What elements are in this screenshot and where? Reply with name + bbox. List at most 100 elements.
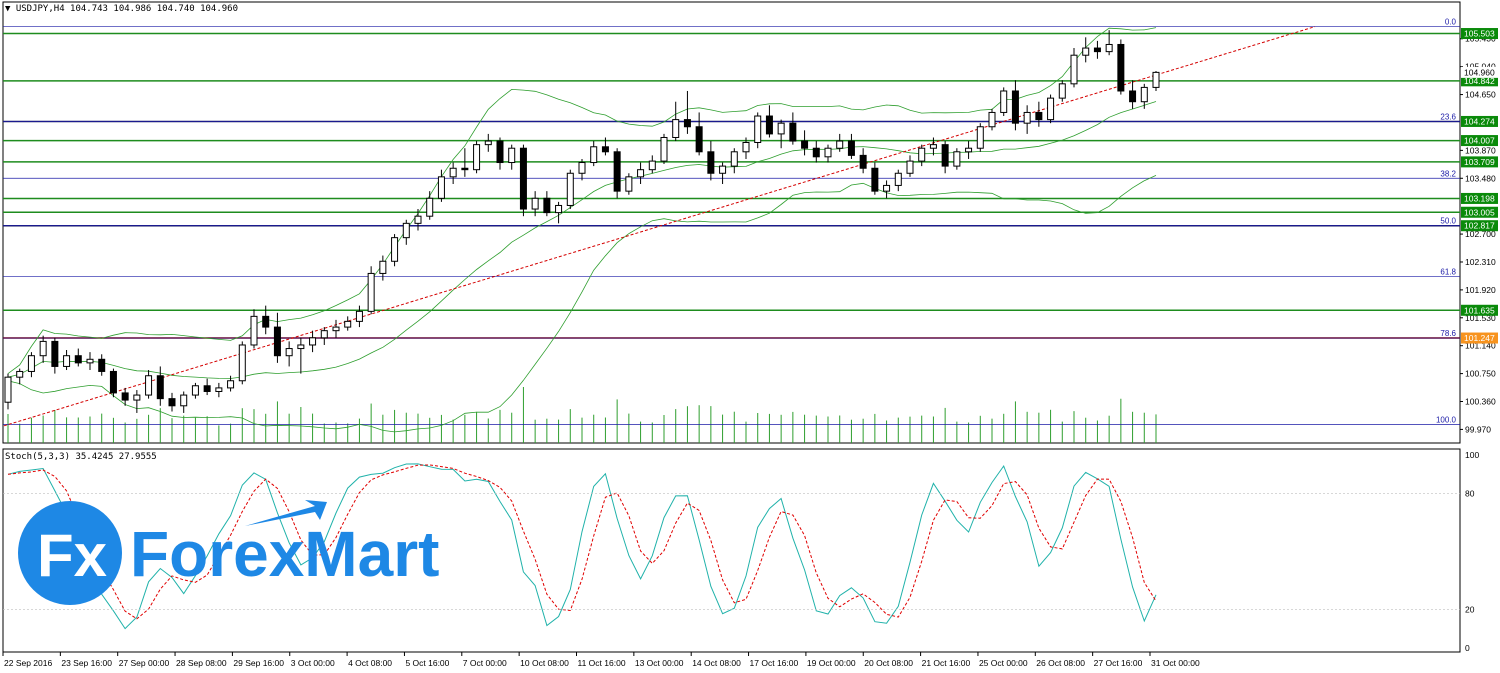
price-tick-label: 99.970 [1465, 424, 1491, 434]
time-label: 20 Oct 08:00 [864, 658, 913, 668]
candle-body [27, 355, 35, 372]
price-panel: 0.0 23.6 38.2 50.0 61.8 78.6 100.0 [2, 1, 1461, 444]
candle-body [402, 222, 410, 239]
candle-body [437, 176, 445, 199]
candle-body [273, 326, 281, 357]
candle-body [379, 260, 387, 274]
logo-badge: Fx [37, 522, 107, 589]
level-label-bg [1461, 156, 1498, 168]
candle-body [297, 344, 305, 350]
candle-body [262, 315, 270, 328]
candle-body [742, 141, 750, 153]
candle-body [1152, 71, 1160, 88]
candle-body [953, 151, 961, 167]
candle-body [637, 169, 645, 178]
time-label: 14 Oct 08:00 [692, 658, 741, 668]
candle-body [906, 160, 914, 174]
fib-label: 61.8 [1440, 267, 1456, 276]
candle-body [332, 326, 340, 332]
candle-body [180, 394, 188, 407]
level-label-bg [1461, 206, 1498, 218]
candle-body [660, 136, 668, 162]
candle-body [191, 385, 199, 396]
candle-body [227, 380, 235, 389]
candle-body [578, 162, 586, 174]
candle-body [508, 147, 516, 164]
candle-body [801, 140, 809, 149]
fib-label: 78.6 [1440, 329, 1456, 338]
candle-body [1105, 43, 1113, 53]
candle-body [168, 398, 176, 407]
candle-body [941, 144, 949, 167]
level-label-bg [1461, 75, 1498, 87]
dropdown-icon[interactable]: ▼ [5, 4, 11, 14]
candle-body [98, 358, 106, 372]
level-label: 103.005 [1464, 207, 1495, 217]
price-tick-label: 104.650 [1465, 90, 1496, 100]
time-label: 22 Sep 2016 [4, 658, 52, 668]
candle-body [1035, 111, 1043, 121]
candle-body [965, 147, 973, 153]
candle-body [976, 126, 984, 149]
time-label: 7 Oct 00:00 [463, 658, 507, 668]
candle-body [707, 151, 715, 174]
candle-body [203, 385, 211, 392]
logo-circle [18, 501, 122, 605]
candle-body [648, 160, 656, 171]
candle-body [1082, 47, 1090, 56]
level-label: 105.503 [1464, 29, 1495, 39]
candle-body [250, 315, 258, 346]
time-label: 26 Oct 08:00 [1036, 658, 1085, 668]
time-label: 11 Oct 16:00 [578, 658, 626, 668]
candle-body [1023, 111, 1031, 124]
price-tick-label: 102.700 [1465, 229, 1496, 239]
stoch-label: Stoch(5,3,3) 35.4245 27.9555 [5, 452, 157, 462]
candle-body [1117, 43, 1125, 92]
time-label: 27 Sep 00:00 [119, 658, 170, 668]
price-tick-label: 100.360 [1465, 397, 1496, 407]
bollinger-lower [7, 175, 1157, 433]
level-label: 102.817 [1464, 221, 1495, 231]
volume-bars [7, 387, 1157, 443]
candle-body [426, 197, 434, 217]
stoch-header: Stoch(5,3,3) 35.4245 27.9555 [5, 452, 157, 462]
ohlc-label: 104.743 104.986 104.740 104.960 [70, 4, 239, 14]
time-label: 28 Sep 08:00 [176, 658, 227, 668]
candle-body [285, 348, 293, 357]
candle-body [344, 320, 352, 328]
price-frame [2, 1, 1461, 444]
candle-body [871, 167, 879, 192]
time-label: 29 Sep 16:00 [233, 658, 284, 668]
candle-body [672, 119, 680, 138]
candle-body [449, 167, 457, 178]
candle-body [918, 147, 926, 162]
level-label-bg [1461, 115, 1498, 127]
candle-body [309, 337, 317, 346]
candle-body [109, 370, 117, 394]
bollinger-upper [7, 27, 1157, 374]
candle-body [63, 355, 71, 367]
time-label: 27 Oct 16:00 [1094, 658, 1143, 668]
level-label-bg [1461, 135, 1498, 147]
candle-body [847, 140, 855, 156]
candle-body [789, 122, 797, 142]
candle-body [1129, 90, 1137, 103]
stoch-frame [2, 448, 1461, 653]
candle-body [145, 375, 153, 396]
level-label-bg [1461, 192, 1498, 204]
time-label: 19 Oct 00:00 [807, 658, 856, 668]
level-label-bg [1461, 28, 1498, 40]
stoch-main-line [7, 463, 1157, 630]
candle-body [625, 176, 633, 192]
candle-body [473, 144, 481, 171]
candle-body [51, 340, 59, 367]
forexmart-logo: Fx ForexMart [18, 500, 439, 605]
time-label: 5 Oct 16:00 [405, 658, 449, 668]
candle-body [1093, 47, 1101, 53]
price-axis: 105.430105.040104.650103.870103.480102.7… [1460, 28, 1498, 434]
time-label: 21 Oct 16:00 [922, 658, 971, 668]
time-axis: 22 Sep 2016 23 Sep 16:00 27 Sep 00:00 28 Se… [2, 652, 1200, 668]
stochastic-panel: 100 80 20 0 [2, 448, 1479, 653]
candle-body [461, 167, 469, 171]
